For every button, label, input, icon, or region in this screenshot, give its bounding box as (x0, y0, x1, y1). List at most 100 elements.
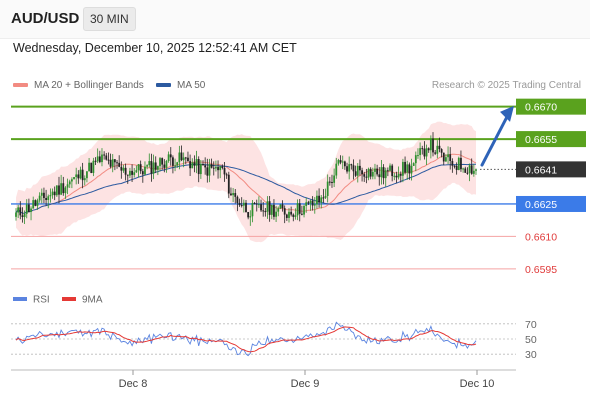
legend-ma50-label: MA 50 (177, 80, 206, 91)
candle-body (429, 138, 432, 151)
candle-body (335, 163, 338, 176)
level-label-1: 0.6655 (525, 134, 557, 146)
candle-body (320, 197, 323, 203)
candle-body (457, 157, 460, 170)
legend-ma50: MA 50 (156, 80, 205, 91)
candle-body (206, 167, 209, 176)
candle-body (277, 208, 280, 212)
candle-body (176, 162, 179, 166)
candle-body (384, 170, 387, 179)
candle-body (36, 200, 39, 206)
candle-body (204, 165, 207, 168)
ma20-swatch (13, 83, 28, 88)
candle-body (86, 171, 88, 179)
candle-body (326, 181, 329, 196)
candle-body (359, 165, 361, 171)
datetime-label: Wednesday, December 10, 2025 12:52:41 AM… (13, 41, 297, 55)
candle-body (466, 172, 469, 174)
candle-body (455, 165, 458, 170)
candle-body (412, 163, 415, 166)
candle-body (178, 152, 181, 163)
level-label-4: 0.6595 (525, 264, 557, 276)
candle-body (219, 166, 222, 171)
candle-body (174, 165, 176, 167)
candle-body (354, 171, 357, 176)
candle-body (197, 159, 200, 175)
candle-body (427, 148, 430, 151)
candle-body (68, 181, 71, 185)
candle-body (356, 165, 359, 176)
candle-body (303, 205, 305, 215)
candle-body (73, 177, 75, 180)
candle-body (141, 171, 144, 175)
candle-body (374, 168, 376, 172)
candle-body (230, 193, 232, 196)
candle-body (34, 200, 37, 206)
candle-body (346, 166, 348, 172)
candle-body (423, 148, 426, 157)
candle-body (386, 170, 389, 172)
candle-body (126, 174, 129, 176)
candle-body (442, 152, 445, 162)
candle-body (399, 173, 402, 176)
candle-body (146, 165, 149, 167)
candle-body (227, 174, 230, 194)
candle-body (75, 174, 78, 178)
timeframe-badge[interactable]: 30 MIN (83, 7, 136, 31)
candle-body (23, 213, 26, 217)
candle-body (215, 167, 217, 169)
candle-body (328, 181, 331, 183)
candle-body (184, 157, 187, 159)
candle-body (234, 193, 237, 197)
candle-body (62, 183, 65, 194)
candle-body (199, 163, 202, 175)
candle-body (193, 162, 196, 166)
candle-body (223, 167, 226, 175)
candle-body (281, 204, 284, 209)
candle-body (350, 164, 353, 166)
candle-body (451, 161, 454, 166)
candle-body (45, 198, 47, 201)
candle-body (182, 157, 185, 161)
ma20-line (15, 153, 477, 214)
candle-body (298, 203, 301, 214)
candle-body (288, 211, 290, 218)
candle-body (275, 211, 277, 217)
ma50-swatch (156, 83, 171, 88)
level-tag-1 (516, 131, 586, 148)
rsi-level-label-50: 50 (525, 334, 537, 346)
candle-body (144, 166, 146, 175)
candle-body (361, 170, 363, 175)
legend-ma20-label: MA 20 + Bollinger Bands (34, 80, 144, 91)
candle-body (148, 161, 151, 166)
candle-body (410, 165, 413, 174)
candle-body (378, 174, 381, 178)
candle-body (247, 212, 250, 218)
candle-body (270, 204, 273, 215)
candle-body (210, 164, 213, 168)
candle-body (292, 214, 295, 217)
candle-body (70, 179, 73, 182)
candle-body (285, 214, 288, 218)
candle-body (83, 178, 86, 181)
candle-body (150, 161, 153, 174)
candle-body (447, 154, 449, 158)
candle-body (17, 207, 20, 213)
candle-body (202, 163, 204, 166)
level-label-0: 0.6670 (525, 102, 557, 114)
candle-body (395, 175, 398, 178)
candle-body (27, 204, 30, 212)
candle-body (30, 208, 32, 212)
candle-body (273, 204, 275, 217)
candle-body (122, 167, 125, 171)
candle-body (283, 208, 286, 215)
candle-body (55, 185, 58, 196)
candle-body (380, 167, 383, 178)
candle-body (331, 181, 333, 183)
ma50-line (15, 163, 476, 214)
candle-body (266, 201, 269, 212)
legend-ma20: MA 20 + Bollinger Bands (13, 80, 144, 91)
candle-body (236, 196, 239, 203)
candle-body (120, 166, 123, 171)
